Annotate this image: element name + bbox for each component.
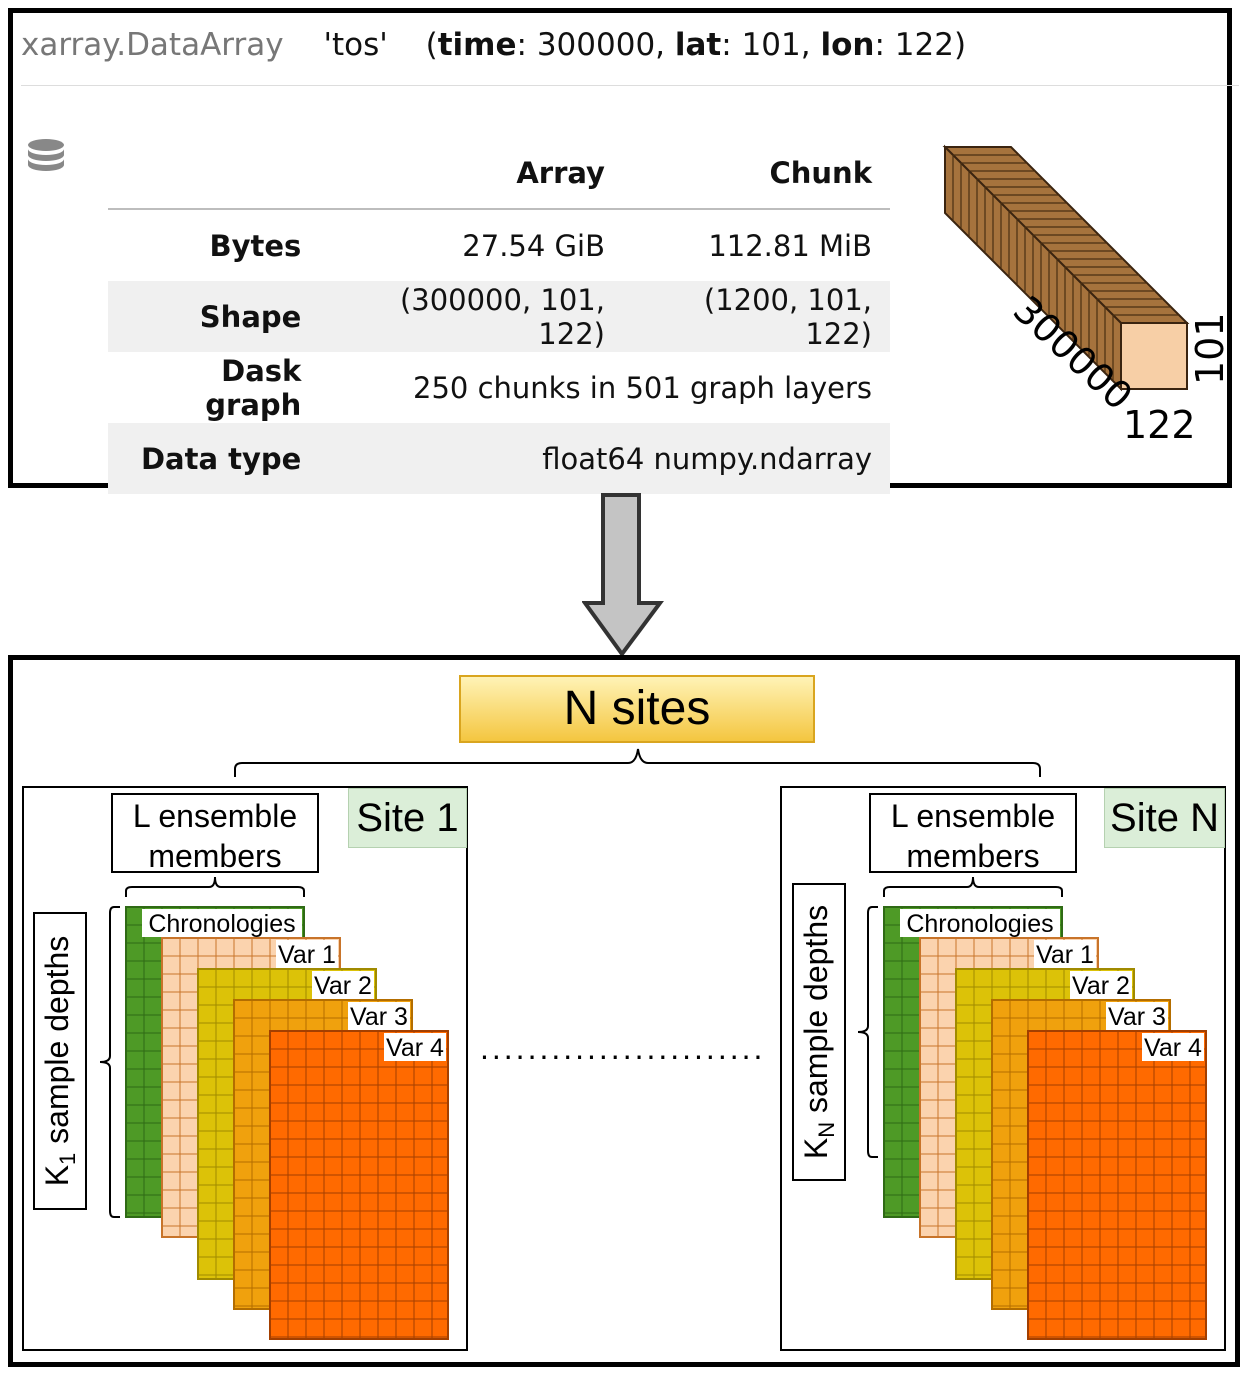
row-label: Shape <box>199 299 302 334</box>
dataarray-panel: xarray.DataArray 'tos' (time: 300000, la… <box>8 8 1239 494</box>
ensemble-label-line1: L ensemble <box>890 798 1056 834</box>
layer-var1-label: Var 1 <box>278 941 336 969</box>
n-sites-box: N sites <box>459 675 815 743</box>
layer-var4-fill <box>269 1030 449 1340</box>
layer-var2-label: Var 2 <box>314 972 372 1000</box>
layer-var1-label-bg <box>276 940 338 968</box>
site-n-depth-box: KN sample depths <box>792 883 846 1181</box>
layer-var4-label: Var 4 <box>386 1034 444 1062</box>
chunk-bytes: 112.81 MiB <box>708 228 872 263</box>
layer-var4-label: Var 4 <box>1144 1034 1202 1062</box>
row-label: Data type <box>140 441 302 476</box>
chunk-shape: (1200, 101, 122) <box>703 282 872 351</box>
dim-lon-size: 122 <box>894 27 954 63</box>
ensemble-brace <box>883 876 1063 897</box>
dim-time-size: 300000 <box>536 27 656 63</box>
array-bytes: 27.54 GiB <box>462 228 605 263</box>
cube-height-label: 101 <box>1188 312 1232 385</box>
site-1-depth-box: K1 sample depths <box>33 912 87 1210</box>
dim-time-name: time <box>437 27 517 63</box>
ensemble-label-line2: members <box>148 838 282 874</box>
dask-array-table: Array Chunk Bytes 27.54 GiB 112.81 MiB S… <box>108 138 890 494</box>
dimensions-summary: (time: 300000, lat: 101, lon: 122) <box>426 21 966 69</box>
layer-chronologies-label: Chronologies <box>906 910 1053 938</box>
table-row-shape: Shape (300000, 101, 122) (1200, 101, 122… <box>108 281 890 352</box>
site-1-label: Site 1 <box>348 788 467 848</box>
layer-var3-label-bg <box>1106 1002 1168 1030</box>
ensemble-label-line1: L ensemble <box>132 798 298 834</box>
site-1-box <box>22 786 468 1351</box>
ensemble-label-line2: members <box>906 838 1040 874</box>
layer-var3-label: Var 3 <box>1108 1003 1166 1031</box>
row-label: Dask graph <box>205 353 302 422</box>
corner-cell <box>108 138 320 210</box>
column-header-chunk: Chunk <box>622 138 890 210</box>
layer-var2-label-bg <box>1070 971 1132 999</box>
layer-chronologies-label: Chronologies <box>148 910 295 938</box>
layer-var4-label-bg <box>384 1033 446 1061</box>
cube-front-face <box>1120 322 1188 390</box>
array-shape: (300000, 101, 122) <box>399 282 605 351</box>
layer-var2-label: Var 2 <box>1072 972 1130 1000</box>
n-sites-brace <box>234 748 1041 777</box>
depth-brace <box>857 906 878 1158</box>
chunk-cube-diagram: 300000 122 101 <box>942 144 1232 447</box>
column-header-array: Array <box>319 138 623 210</box>
site-n-ensemble-box: L ensemble members <box>869 793 1077 874</box>
dataarray-header: xarray.DataArray 'tos' (time: 300000, la… <box>21 21 1239 86</box>
data-type-value: float64 numpy.ndarray <box>542 441 872 476</box>
layer-var3-label-bg <box>348 1002 410 1030</box>
database-icon[interactable] <box>27 137 67 177</box>
ensemble-brace <box>125 876 305 897</box>
dim-lon-name: lon <box>820 27 875 63</box>
layer-var4: Var 4 <box>269 1030 449 1340</box>
table-row-dask-graph: Dask graph 250 chunks in 501 graph layer… <box>108 352 890 423</box>
depth-brace <box>99 906 120 1218</box>
down-arrow-icon <box>582 493 664 658</box>
site-n-box <box>780 786 1226 1351</box>
sites-panel <box>8 655 1240 1367</box>
site-1-ensemble-box: L ensemble members <box>111 793 319 874</box>
layer-var1-label: Var 1 <box>1036 941 1094 969</box>
layer-var4: Var 4 <box>1027 1030 1207 1340</box>
table-row-data-type: Data type float64 numpy.ndarray <box>108 423 890 494</box>
ellipsis-dots: ........................ <box>480 1030 765 1066</box>
dataarray-type: xarray.DataArray <box>21 27 284 63</box>
dim-lat-size: 101 <box>741 27 801 63</box>
layer-var2-label-bg <box>312 971 374 999</box>
layer-var4-fill <box>1027 1030 1207 1340</box>
layer-chronologies-label-bg <box>900 909 1060 937</box>
cube-width-label: 122 <box>1123 403 1196 447</box>
dim-lat-name: lat <box>674 27 722 63</box>
row-label: Bytes <box>209 228 302 263</box>
table-row-bytes: Bytes 27.54 GiB 112.81 MiB <box>108 209 890 281</box>
layer-var3-label: Var 3 <box>350 1003 408 1031</box>
layer-var4-label-bg <box>1142 1033 1204 1061</box>
variable-name: 'tos' <box>323 27 388 63</box>
chunk-cube-shape <box>942 144 1190 392</box>
dask-graph-value: 250 chunks in 501 graph layers <box>413 370 872 405</box>
layer-var1-label-bg <box>1034 940 1096 968</box>
layer-chronologies-label-bg <box>142 909 302 937</box>
site-n-label: Site N <box>1104 788 1225 848</box>
